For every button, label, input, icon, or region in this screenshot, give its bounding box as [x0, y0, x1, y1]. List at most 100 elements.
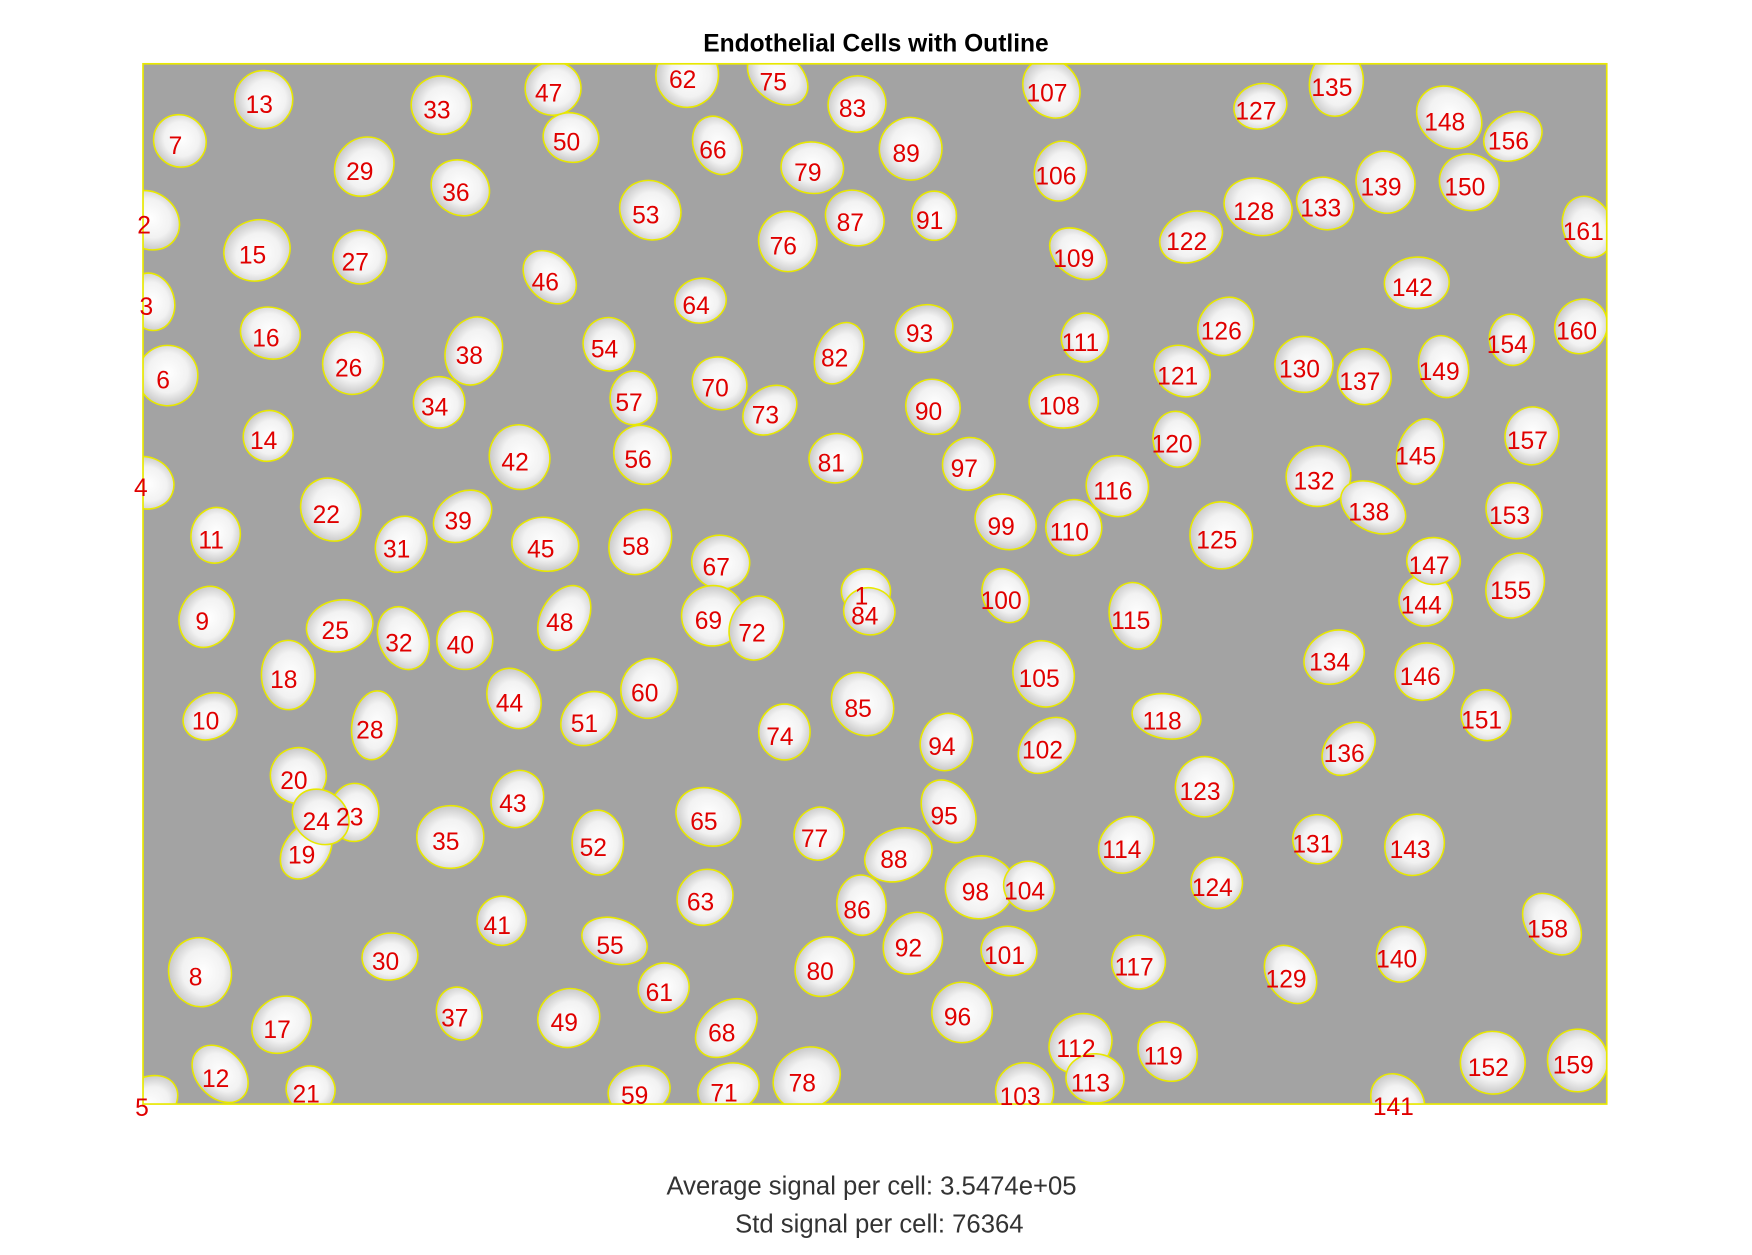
cell-outline: [757, 210, 818, 273]
cell-label: 104: [1004, 878, 1045, 905]
cell-outline: [1308, 63, 1365, 117]
cell-label: 113: [1071, 1071, 1110, 1098]
footer-line: Average signal per cell: 3.5474e+05: [666, 1173, 1076, 1201]
cell-label: 127: [1235, 98, 1276, 125]
cell-outline: [1137, 1021, 1199, 1083]
cell-outline: [332, 229, 388, 285]
cell-label: 133: [1300, 196, 1341, 223]
cell-outline: [1504, 406, 1560, 466]
cell-label: 81: [818, 450, 845, 477]
cell-outline: [436, 610, 494, 671]
cell-outline: [808, 432, 864, 484]
cell-label: 80: [806, 959, 833, 986]
cell-outline: [674, 277, 727, 324]
cell-label: 26: [335, 355, 362, 382]
cell-label: 50: [553, 130, 580, 157]
cell-outline: [305, 598, 374, 653]
cell-outline: [143, 272, 176, 332]
cell-label: 59: [621, 1083, 648, 1110]
cell-label: 3: [140, 294, 154, 321]
cell-outline: [1152, 410, 1201, 468]
cell-outline: [1369, 1073, 1426, 1105]
cell-label: 41: [484, 913, 511, 940]
cell-label: 91: [916, 208, 943, 235]
cell-outline: [613, 424, 672, 486]
cell-label: 94: [928, 734, 955, 761]
cell-outline: [1553, 298, 1607, 355]
cell-outline: [333, 136, 395, 197]
cell-outline: [607, 1064, 671, 1105]
cell-outline: [1303, 629, 1365, 686]
cell-outline: [143, 344, 199, 407]
cell-label: 36: [442, 180, 469, 207]
cell-outline: [143, 189, 181, 251]
cell-label: 110: [1050, 520, 1089, 547]
cell-outline: [1060, 312, 1110, 363]
cell-label: 17: [263, 1017, 290, 1044]
cell-label: 97: [951, 456, 978, 483]
cell-outline: [1233, 82, 1288, 130]
cell-label: 85: [844, 696, 871, 723]
cell-label: 88: [880, 847, 907, 874]
cell-outline: [1285, 445, 1352, 508]
cell-label: 9: [195, 609, 209, 636]
cell-label: 128: [1233, 199, 1274, 226]
cell-label: 42: [501, 449, 528, 476]
cell-label: 13: [246, 92, 273, 119]
cell-outline: [1415, 85, 1483, 150]
cell-label: 140: [1376, 947, 1417, 974]
cell-outline: [560, 690, 618, 747]
cell-label: 156: [1488, 129, 1529, 156]
cell-outline: [1405, 536, 1462, 586]
cell-outline: [1028, 373, 1100, 429]
cell-label: 23: [336, 805, 363, 832]
cell-label: 129: [1266, 967, 1307, 994]
cell-outline: [486, 667, 542, 730]
cell-label: 82: [821, 345, 848, 372]
cell-outline: [1158, 210, 1224, 264]
cell-outline: [1384, 813, 1446, 877]
cell-outline: [1295, 176, 1355, 231]
cell-label: 61: [646, 980, 673, 1007]
cell-outline: [182, 691, 238, 741]
cell-outline: [980, 925, 1038, 977]
cell-outline: [675, 786, 742, 847]
label-layer: 1234567891011121314151617181920212223242…: [134, 67, 1604, 1122]
cell-outline: [1485, 552, 1546, 619]
cell-label: 14: [250, 428, 277, 455]
cell-outline: [321, 331, 385, 396]
cell-outline: [233, 69, 294, 130]
cell-outline: [1485, 482, 1543, 540]
cell-label: 24: [303, 809, 330, 836]
cell-outline: [757, 703, 811, 761]
cell-outline: [1108, 581, 1163, 650]
footer-line: Std signal per cell: 76364: [735, 1211, 1023, 1239]
cell-outline: [637, 962, 690, 1014]
cell-outline: [239, 306, 302, 360]
cell-label: 112: [1056, 1036, 1095, 1063]
cell-outline: [1085, 455, 1150, 518]
cell-outline: [1460, 689, 1512, 742]
cell-label: 135: [1311, 75, 1352, 102]
cell-label: 66: [699, 138, 726, 165]
cell-outline: [143, 1074, 179, 1105]
cell-label: 4: [134, 475, 148, 502]
cell-label: 75: [760, 69, 787, 96]
cell-label: 28: [356, 717, 383, 744]
cell-label: 22: [313, 502, 340, 529]
cell-label: 114: [1102, 837, 1141, 864]
cell-label: 141: [1373, 1094, 1414, 1121]
cell-outline: [1065, 1052, 1125, 1104]
cell-label: 136: [1324, 741, 1365, 768]
cell-label: 87: [837, 210, 864, 237]
cell-label: 100: [981, 588, 1022, 615]
cell-label: 43: [499, 791, 526, 818]
cell-label: 96: [944, 1005, 971, 1032]
cell-label: 38: [456, 343, 483, 370]
cell-outline: [794, 936, 855, 998]
cell-label: 46: [532, 269, 559, 296]
cell-outline: [1189, 501, 1254, 570]
cell-outline: [793, 806, 845, 861]
cell-outline: [1394, 642, 1455, 702]
